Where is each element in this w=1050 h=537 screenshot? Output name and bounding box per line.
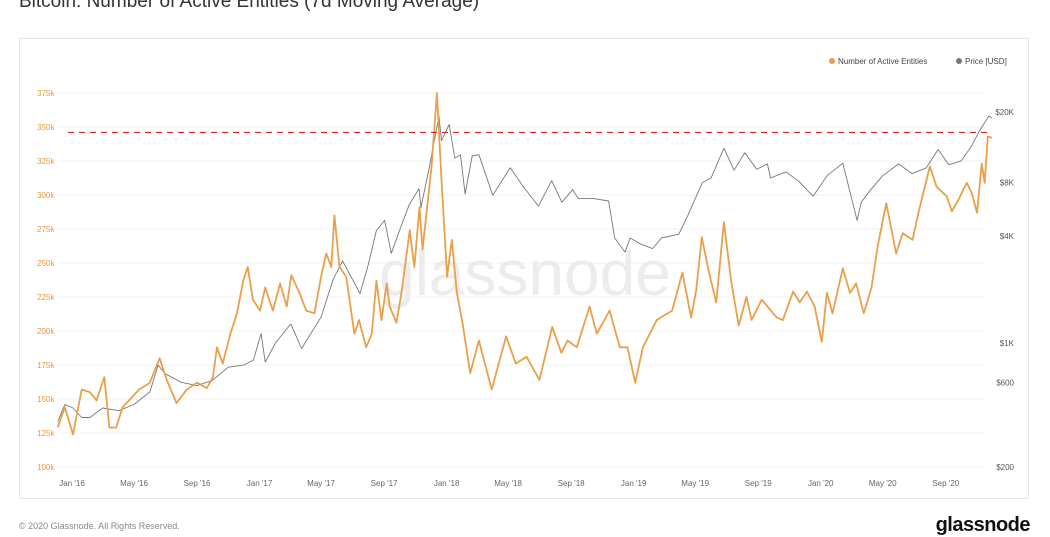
y-left-tick-label: 175k bbox=[37, 361, 55, 370]
series-lines bbox=[56, 92, 993, 436]
y-left-tick-label: 375k bbox=[37, 89, 55, 98]
y-left-tick-label: 125k bbox=[37, 429, 55, 438]
active-entities-line bbox=[56, 92, 993, 436]
x-tick-label: Sep '16 bbox=[184, 479, 211, 488]
x-tick-label: Sep '18 bbox=[558, 479, 585, 488]
x-tick-label: Jan '19 bbox=[621, 479, 647, 488]
legend-marker-active-entities bbox=[829, 58, 835, 64]
y-left-tick-label: 275k bbox=[37, 225, 55, 234]
y-right-tick-label: $200 bbox=[996, 463, 1014, 472]
x-tick-label: Jan '20 bbox=[808, 479, 834, 488]
chart-title: Bitcoin: Number of Active Entities (7d M… bbox=[19, 0, 480, 12]
chart-card bbox=[19, 38, 1029, 499]
y-left-tick-label: 250k bbox=[37, 259, 55, 268]
y-left-tick-label: 225k bbox=[37, 293, 55, 302]
y-right-tick-labels: $200 $600 $1K $4K $8K $20K bbox=[995, 108, 1014, 472]
legend-label-active-entities[interactable]: Number of Active Entities bbox=[838, 57, 927, 66]
y-right-tick-label: $4K bbox=[1000, 232, 1015, 241]
y-left-tick-labels: 100k 125k 150k 175k 200k 225k 250k 275k 300k 325k… bbox=[37, 89, 55, 472]
x-tick-label: Sep '17 bbox=[371, 479, 398, 488]
legend-marker-price bbox=[956, 58, 962, 64]
y-left-tick-label: 325k bbox=[37, 157, 55, 166]
x-tick-label: May '19 bbox=[681, 479, 709, 488]
x-tick-label: Sep '20 bbox=[932, 479, 959, 488]
y-left-tick-label: 350k bbox=[37, 123, 55, 132]
x-tick-label: Jan '16 bbox=[59, 479, 85, 488]
y-left-tick-label: 150k bbox=[37, 395, 55, 404]
y-left-tick-label: 200k bbox=[37, 327, 55, 336]
legend: Number of Active Entities Price [USD] bbox=[829, 57, 1007, 66]
x-tick-label: May '20 bbox=[869, 479, 897, 488]
y-left-tick-label: 100k bbox=[37, 463, 55, 472]
x-tick-label: May '16 bbox=[120, 479, 148, 488]
y-left-tick-label: 300k bbox=[37, 191, 55, 200]
glassnode-logo: glassnode bbox=[935, 514, 1031, 536]
copyright-footer: © 2020 Glassnode. All Rights Reserved. bbox=[19, 521, 180, 531]
x-tick-label: May '18 bbox=[494, 479, 522, 488]
x-tick-label: May '17 bbox=[307, 479, 335, 488]
y-right-tick-label: $600 bbox=[996, 378, 1014, 387]
y-right-tick-label: $8K bbox=[1000, 179, 1015, 188]
x-tick-label: Jan '18 bbox=[434, 479, 460, 488]
gridlines bbox=[58, 92, 985, 468]
x-tick-label: Jan '17 bbox=[247, 479, 273, 488]
y-right-tick-label: $20K bbox=[995, 108, 1014, 117]
x-tick-label: Sep '19 bbox=[745, 479, 772, 488]
y-right-tick-label: $1K bbox=[1000, 339, 1015, 348]
legend-label-price[interactable]: Price [USD] bbox=[965, 57, 1007, 66]
price-line bbox=[57, 115, 993, 422]
x-tick-labels: Jan '16 May '16 Sep '16 Jan '17 May '17 Sep '… bbox=[59, 479, 960, 488]
